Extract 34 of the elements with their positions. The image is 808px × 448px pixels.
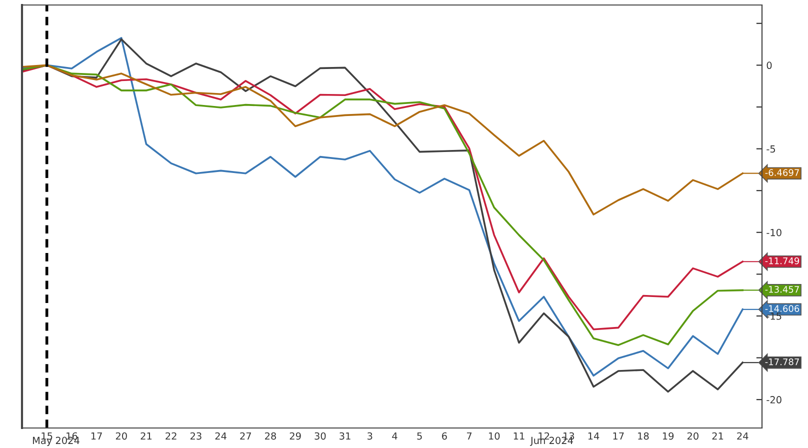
data-label: -6.4697	[765, 169, 799, 176]
x-tick-label: 23	[190, 432, 202, 440]
x-tick-label: 27	[240, 432, 251, 440]
x-tick-label: 20	[687, 432, 698, 440]
data-label: -13.457	[765, 286, 799, 293]
x-tick-label: 29	[290, 432, 301, 440]
x-tick-label: 7	[466, 432, 472, 440]
x-tick-label: 18	[638, 432, 649, 440]
x-tick-label: 20	[116, 432, 127, 440]
x-tick-label: 17	[91, 432, 102, 440]
x-tick-label: 10	[489, 432, 500, 440]
x-tick-label: 24	[737, 432, 748, 440]
x-tick-label: 4	[392, 432, 398, 440]
x-tick-label: 17	[613, 432, 624, 440]
x-tick-label: 22	[166, 432, 176, 440]
x-tick-label: 14	[588, 432, 600, 440]
x-tick-label: 6	[442, 432, 447, 440]
y-tick-label: -20	[766, 396, 782, 404]
y-tick-label: -5	[766, 145, 776, 153]
x-tick-label: 5	[417, 432, 422, 440]
x-tick-label: 28	[265, 432, 276, 440]
x-tick-label: 21	[140, 432, 152, 440]
x-tick-label: 3	[368, 432, 372, 440]
y-tick-label: 0	[766, 62, 772, 70]
x-tick-label: 24	[215, 432, 226, 440]
data-label: -17.787	[765, 358, 799, 366]
x-tick-label: 11	[514, 432, 524, 440]
data-label: -14.606	[765, 305, 800, 312]
y-tick-label: -10	[766, 228, 782, 236]
x-tick-label: 21	[712, 432, 724, 440]
x-tick-label: 30	[314, 432, 326, 440]
x-tick-label: 19	[662, 432, 674, 440]
data-label: -11.749	[765, 257, 800, 264]
x-tick-label: 31	[340, 432, 350, 440]
